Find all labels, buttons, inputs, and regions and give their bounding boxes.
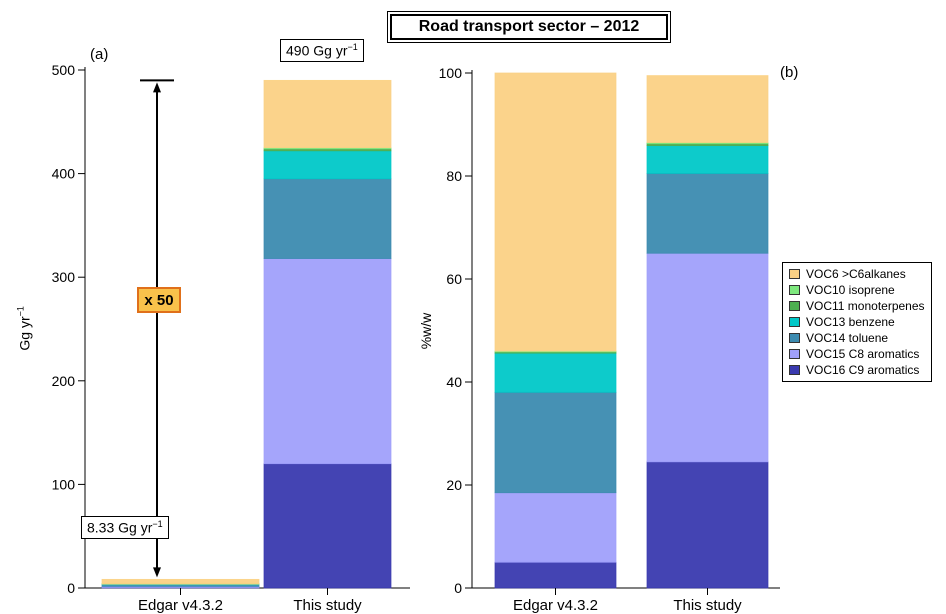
bar-segment-voc6 (101, 578, 260, 585)
bar-segment-voc13 (646, 145, 769, 174)
legend-item: VOC15 C8 aromatics (789, 346, 925, 362)
legend-swatch (789, 365, 800, 375)
legend-label: VOC14 toluene (806, 331, 889, 345)
bar-segment-voc6 (494, 72, 617, 352)
legend-label: VOC11 monoterpenes (806, 299, 925, 313)
x-tick-label: Edgar v4.3.2 (138, 597, 223, 614)
bar-segment-voc16 (263, 463, 392, 589)
y-tick-label: 100 (439, 65, 463, 81)
y-tick-label: 500 (52, 62, 76, 78)
legend-swatch (789, 285, 800, 295)
ratio-arrowhead-down (153, 567, 161, 578)
bar-segment-voc13 (494, 352, 617, 393)
ratio-badge: x 50 (137, 287, 181, 313)
legend-label: VOC15 C8 aromatics (806, 347, 920, 361)
bar-segment-voc6 (646, 75, 769, 143)
y-tick-label: 200 (52, 373, 76, 389)
legend-swatch (789, 333, 800, 343)
legend-item: VOC16 C9 aromatics (789, 362, 925, 378)
legend: VOC6 >C6alkanes VOC10 isoprene VOC11 monot… (782, 262, 932, 382)
study-total-annotation: 490 Gg yr−1 (280, 39, 364, 62)
y-tick-label: 40 (446, 374, 462, 390)
chart-title: Road transport sector – 2012 (387, 11, 671, 43)
legend-label: VOC10 isoprene (806, 283, 895, 297)
y-tick-label: 60 (446, 271, 462, 287)
y-tick-label: 20 (446, 477, 462, 493)
bar-segment-voc15 (263, 258, 392, 465)
legend-item: VOC6 >C6alkanes (789, 266, 925, 282)
x-tick-label: Edgar v4.3.2 (513, 597, 598, 614)
legend-item: VOC13 benzene (789, 314, 925, 330)
legend-swatch (789, 349, 800, 359)
edgar-total-annotation: 8.33 Gg yr−1 (81, 516, 169, 539)
panel-b-ylabel: %w/w (418, 312, 434, 350)
legend-swatch (789, 301, 800, 311)
x-tick-label: This study (673, 597, 742, 614)
panel-a-ylabel: Gg yr−1 (15, 306, 33, 351)
legend-item: VOC11 monoterpenes (789, 298, 925, 314)
bar-segment-voc14 (494, 391, 617, 494)
bar-segment-voc6 (263, 79, 392, 149)
ratio-arrowhead-up (153, 82, 161, 93)
y-tick-label: 100 (52, 476, 76, 492)
legend-label: VOC16 C9 aromatics (806, 363, 920, 377)
legend-swatch (789, 269, 800, 279)
y-tick-label: 0 (454, 580, 462, 596)
legend-swatch (789, 317, 800, 327)
bar-segment-voc16 (646, 461, 769, 589)
legend-label: VOC13 benzene (806, 315, 895, 329)
y-tick-label: 400 (52, 166, 76, 182)
bar-segment-voc16 (494, 561, 617, 589)
legend-item: VOC10 isoprene (789, 282, 925, 298)
x-tick-label: This study (293, 597, 362, 614)
y-tick-label: 300 (52, 269, 76, 285)
y-tick-label: 0 (67, 580, 75, 596)
panel-a-label: (a) (90, 46, 109, 63)
y-tick-label: 80 (446, 168, 462, 184)
bar-segment-voc13 (263, 150, 392, 180)
legend-item: VOC14 toluene (789, 330, 925, 346)
bar-segment-voc14 (646, 173, 769, 254)
bar-segment-voc15 (494, 492, 617, 563)
legend-label: VOC6 >C6alkanes (806, 267, 906, 281)
bar-segment-voc14 (263, 178, 392, 259)
bar-segment-voc15 (646, 252, 769, 463)
panel-b-label: (b) (780, 64, 799, 81)
